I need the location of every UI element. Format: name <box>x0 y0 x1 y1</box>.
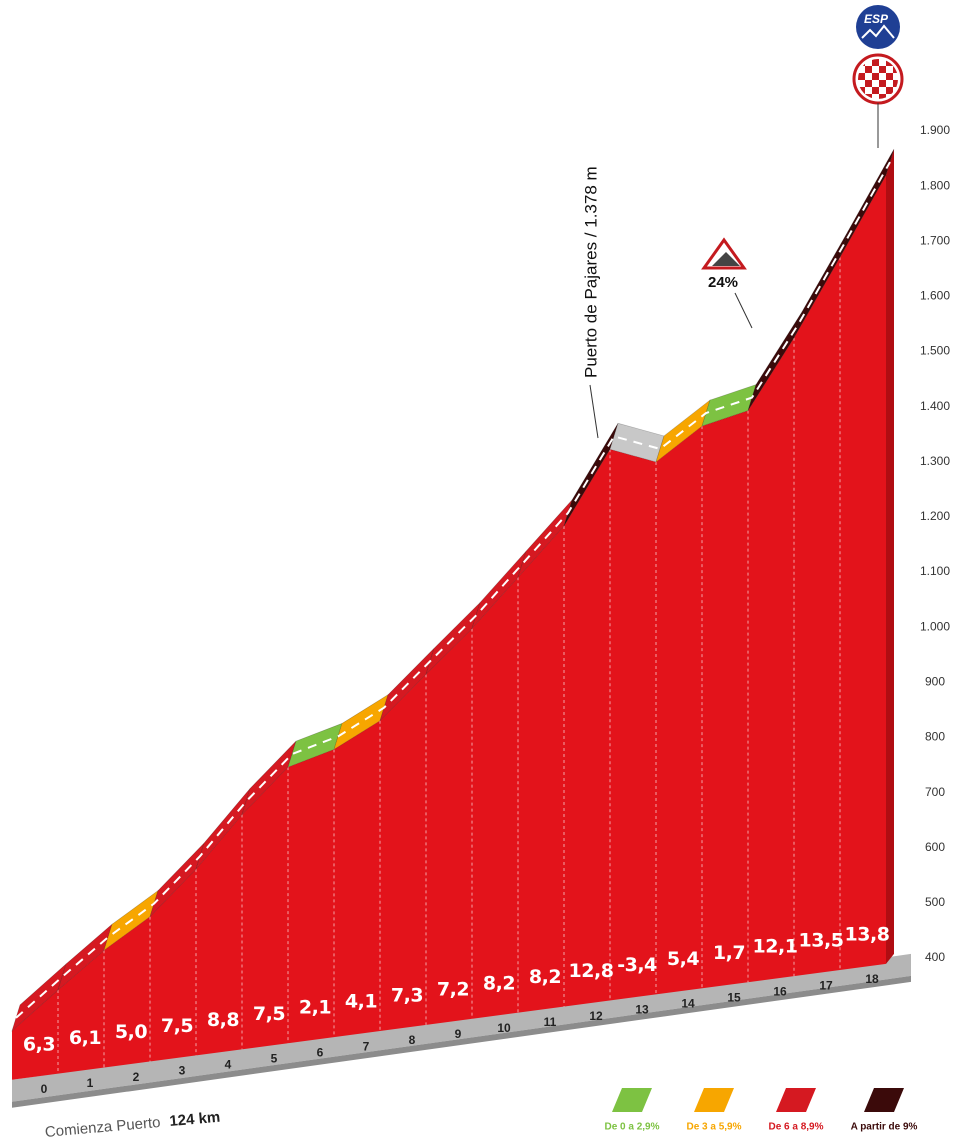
gradient-label: 7,5 <box>253 1003 285 1025</box>
y-tick-label: 1.200 <box>920 509 950 523</box>
legend-label: De 0 a 2,9% <box>604 1122 659 1133</box>
x-tick-label: 14 <box>681 997 695 1011</box>
start-km: 124 km <box>169 1109 221 1130</box>
floor <box>12 953 911 1102</box>
legend-swatch <box>776 1088 816 1112</box>
gradient-label: 5,4 <box>667 948 699 970</box>
gradient-label: 8,2 <box>483 972 515 994</box>
y-tick-label: 1.100 <box>920 564 950 578</box>
x-tick-label: 9 <box>455 1027 462 1041</box>
x-tick-label: 10 <box>497 1021 511 1035</box>
y-tick-label: 600 <box>925 840 945 854</box>
gradient-label: 7,3 <box>391 984 423 1006</box>
y-tick-label: 400 <box>925 950 945 964</box>
y-tick-label: 1.700 <box>920 233 950 247</box>
legend-swatch <box>864 1088 904 1112</box>
legend-label: A partir de 9% <box>851 1122 918 1133</box>
y-tick-label: 1.800 <box>920 178 950 192</box>
x-tick-label: 4 <box>225 1058 232 1072</box>
legend-label: De 3 a 5,9% <box>686 1122 741 1133</box>
center-line <box>15 161 891 1019</box>
gradient-label: 12,8 <box>569 960 614 982</box>
max-gradient-label: 24% <box>708 274 738 291</box>
y-tick-label: 1.300 <box>920 454 950 468</box>
x-tick-label: 15 <box>727 990 741 1004</box>
legend-label: De 6 a 8,9% <box>768 1122 823 1133</box>
gradient-label: 5,0 <box>115 1021 147 1043</box>
y-tick-label: 900 <box>925 675 945 689</box>
start-label: Comienza Puerto <box>44 1114 161 1141</box>
y-tick-label: 500 <box>925 895 945 909</box>
profile-side <box>886 149 894 964</box>
gradient-label: 8,2 <box>529 966 561 988</box>
x-tick-label: 18 <box>865 972 879 986</box>
max-gradient: 24% <box>701 237 753 329</box>
x-tick-label: 17 <box>819 978 833 992</box>
y-tick-label: 800 <box>925 730 945 744</box>
gradient-label: 7,2 <box>437 978 469 1000</box>
gradient-label: 13,8 <box>845 923 890 945</box>
x-tick-label: 0 <box>41 1082 48 1096</box>
gradient-label: 6,1 <box>69 1027 101 1049</box>
x-tick-label: 8 <box>409 1033 416 1047</box>
gradient-label: 2,1 <box>299 997 331 1019</box>
y-tick-label: 1.900 <box>920 123 950 137</box>
profile-face <box>12 175 886 1080</box>
x-tick-label: 12 <box>589 1009 603 1023</box>
country-badge: ESP <box>856 5 900 49</box>
y-tick-label: 1.000 <box>920 619 950 633</box>
x-tick-label: 3 <box>179 1064 186 1078</box>
plot: 6,3 6,1 5,0 7,5 8,8 7,5 2,1 4,1 7,3 7,2 8,2 8,2 12,8… <box>11 123 950 1133</box>
x-tick-label: 16 <box>773 984 787 998</box>
legend-swatch <box>612 1088 652 1112</box>
gradient-label: 7,5 <box>161 1015 193 1037</box>
y-tick-label: 1.600 <box>920 289 950 303</box>
x-tick-label: 11 <box>544 1015 557 1029</box>
gradient-label: -3,4 <box>617 954 657 976</box>
pass-annotation: Puerto de Pajares / 1.378 m <box>581 166 600 439</box>
x-tick-label: 7 <box>363 1039 370 1053</box>
gradient-label: 1,7 <box>713 942 745 964</box>
country-code: ESP <box>864 12 889 26</box>
finish-icon <box>852 53 904 148</box>
legend-swatch <box>694 1088 734 1112</box>
gradient-label: 8,8 <box>207 1009 239 1031</box>
pass-label: Puerto de Pajares / 1.378 m <box>581 166 600 378</box>
y-tick-label: 700 <box>925 785 945 799</box>
x-tick-label: 1 <box>87 1076 94 1090</box>
gradient-label: 6,3 <box>23 1033 55 1055</box>
x-tick-label: 2 <box>133 1070 140 1084</box>
y-tick-label: 1.400 <box>920 399 950 413</box>
gradient-label: 13,5 <box>799 930 844 952</box>
floor-edge <box>12 975 911 1108</box>
gradient-label: 4,1 <box>345 991 377 1013</box>
x-tick-label: 5 <box>271 1051 278 1065</box>
start-note: Comienza Puerto 124 km <box>44 1109 221 1141</box>
x-tick-label: 13 <box>635 1003 649 1017</box>
y-tick-label: 1.500 <box>920 344 950 358</box>
x-tick-label: 6 <box>317 1045 324 1059</box>
gradient-label: 12,1 <box>753 936 798 958</box>
